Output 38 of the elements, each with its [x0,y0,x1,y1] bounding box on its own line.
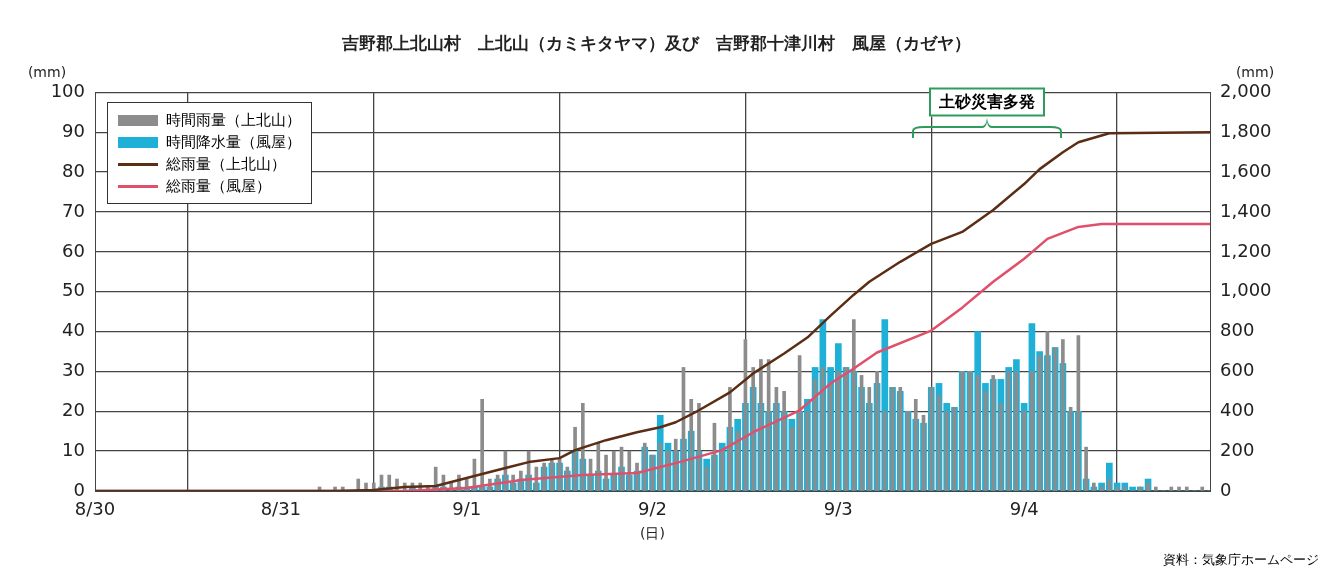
y-tick-label: 80 [62,159,85,181]
y2-tick-label: 1,600 [1220,159,1272,181]
y2-tick-label: 400 [1220,398,1255,420]
legend-label: 総雨量（風屋） [166,176,271,198]
y2-tick-label: 2,000 [1220,80,1272,102]
y-tick-label: 20 [62,398,85,420]
y-tick-label: 100 [50,80,85,102]
y2-tick-label: 1,400 [1220,199,1272,221]
y-tick-label: 40 [62,319,85,341]
x-tick-label: 9/1 [452,497,482,519]
y-tick-label: 30 [62,359,85,381]
x-tick-label: 9/4 [1009,497,1039,519]
y2-axis-title: (mm) [1235,64,1275,81]
y-tick-label: 60 [62,239,85,261]
legend-label: 時間雨量（上北山） [166,110,301,132]
y2-tick-label: 1,200 [1220,239,1272,261]
text: 資料：気象庁ホームページ [1163,551,1319,569]
y2-tick-label: 200 [1220,438,1255,460]
x-tick-label: 8/31 [260,497,302,519]
y-tick-label: 90 [62,119,85,141]
legend-label: 時間降水量（風屋） [166,132,301,154]
y2-tick-label: 600 [1220,359,1255,381]
legend-label: 総雨量（上北山） [166,154,286,176]
y-tick-label: 70 [62,199,85,221]
x-tick-label: 9/3 [823,497,853,519]
x-tick-label: 9/2 [638,497,667,519]
x-axis-title: (日) [640,524,665,541]
y2-tick-label: 800 [1220,319,1255,341]
y-tick-label: 0 [73,478,85,500]
y2-tick-label: 1,800 [1220,119,1272,141]
x-tick-label: 8/30 [74,497,116,519]
annotation: 土砂災害多発 [929,87,1045,117]
y2-tick-label: 0 [1220,478,1232,500]
y-tick-label: 50 [62,279,85,301]
y2-tick-label: 1,000 [1220,279,1272,301]
y-axis-title: (mm) [27,64,67,81]
y-tick-label: 10 [62,438,85,460]
chart-title: 吉野郡上北山村 上北山（カミキタヤマ）及び 吉野郡十津川村 風屋（カゼヤ） [341,32,971,53]
